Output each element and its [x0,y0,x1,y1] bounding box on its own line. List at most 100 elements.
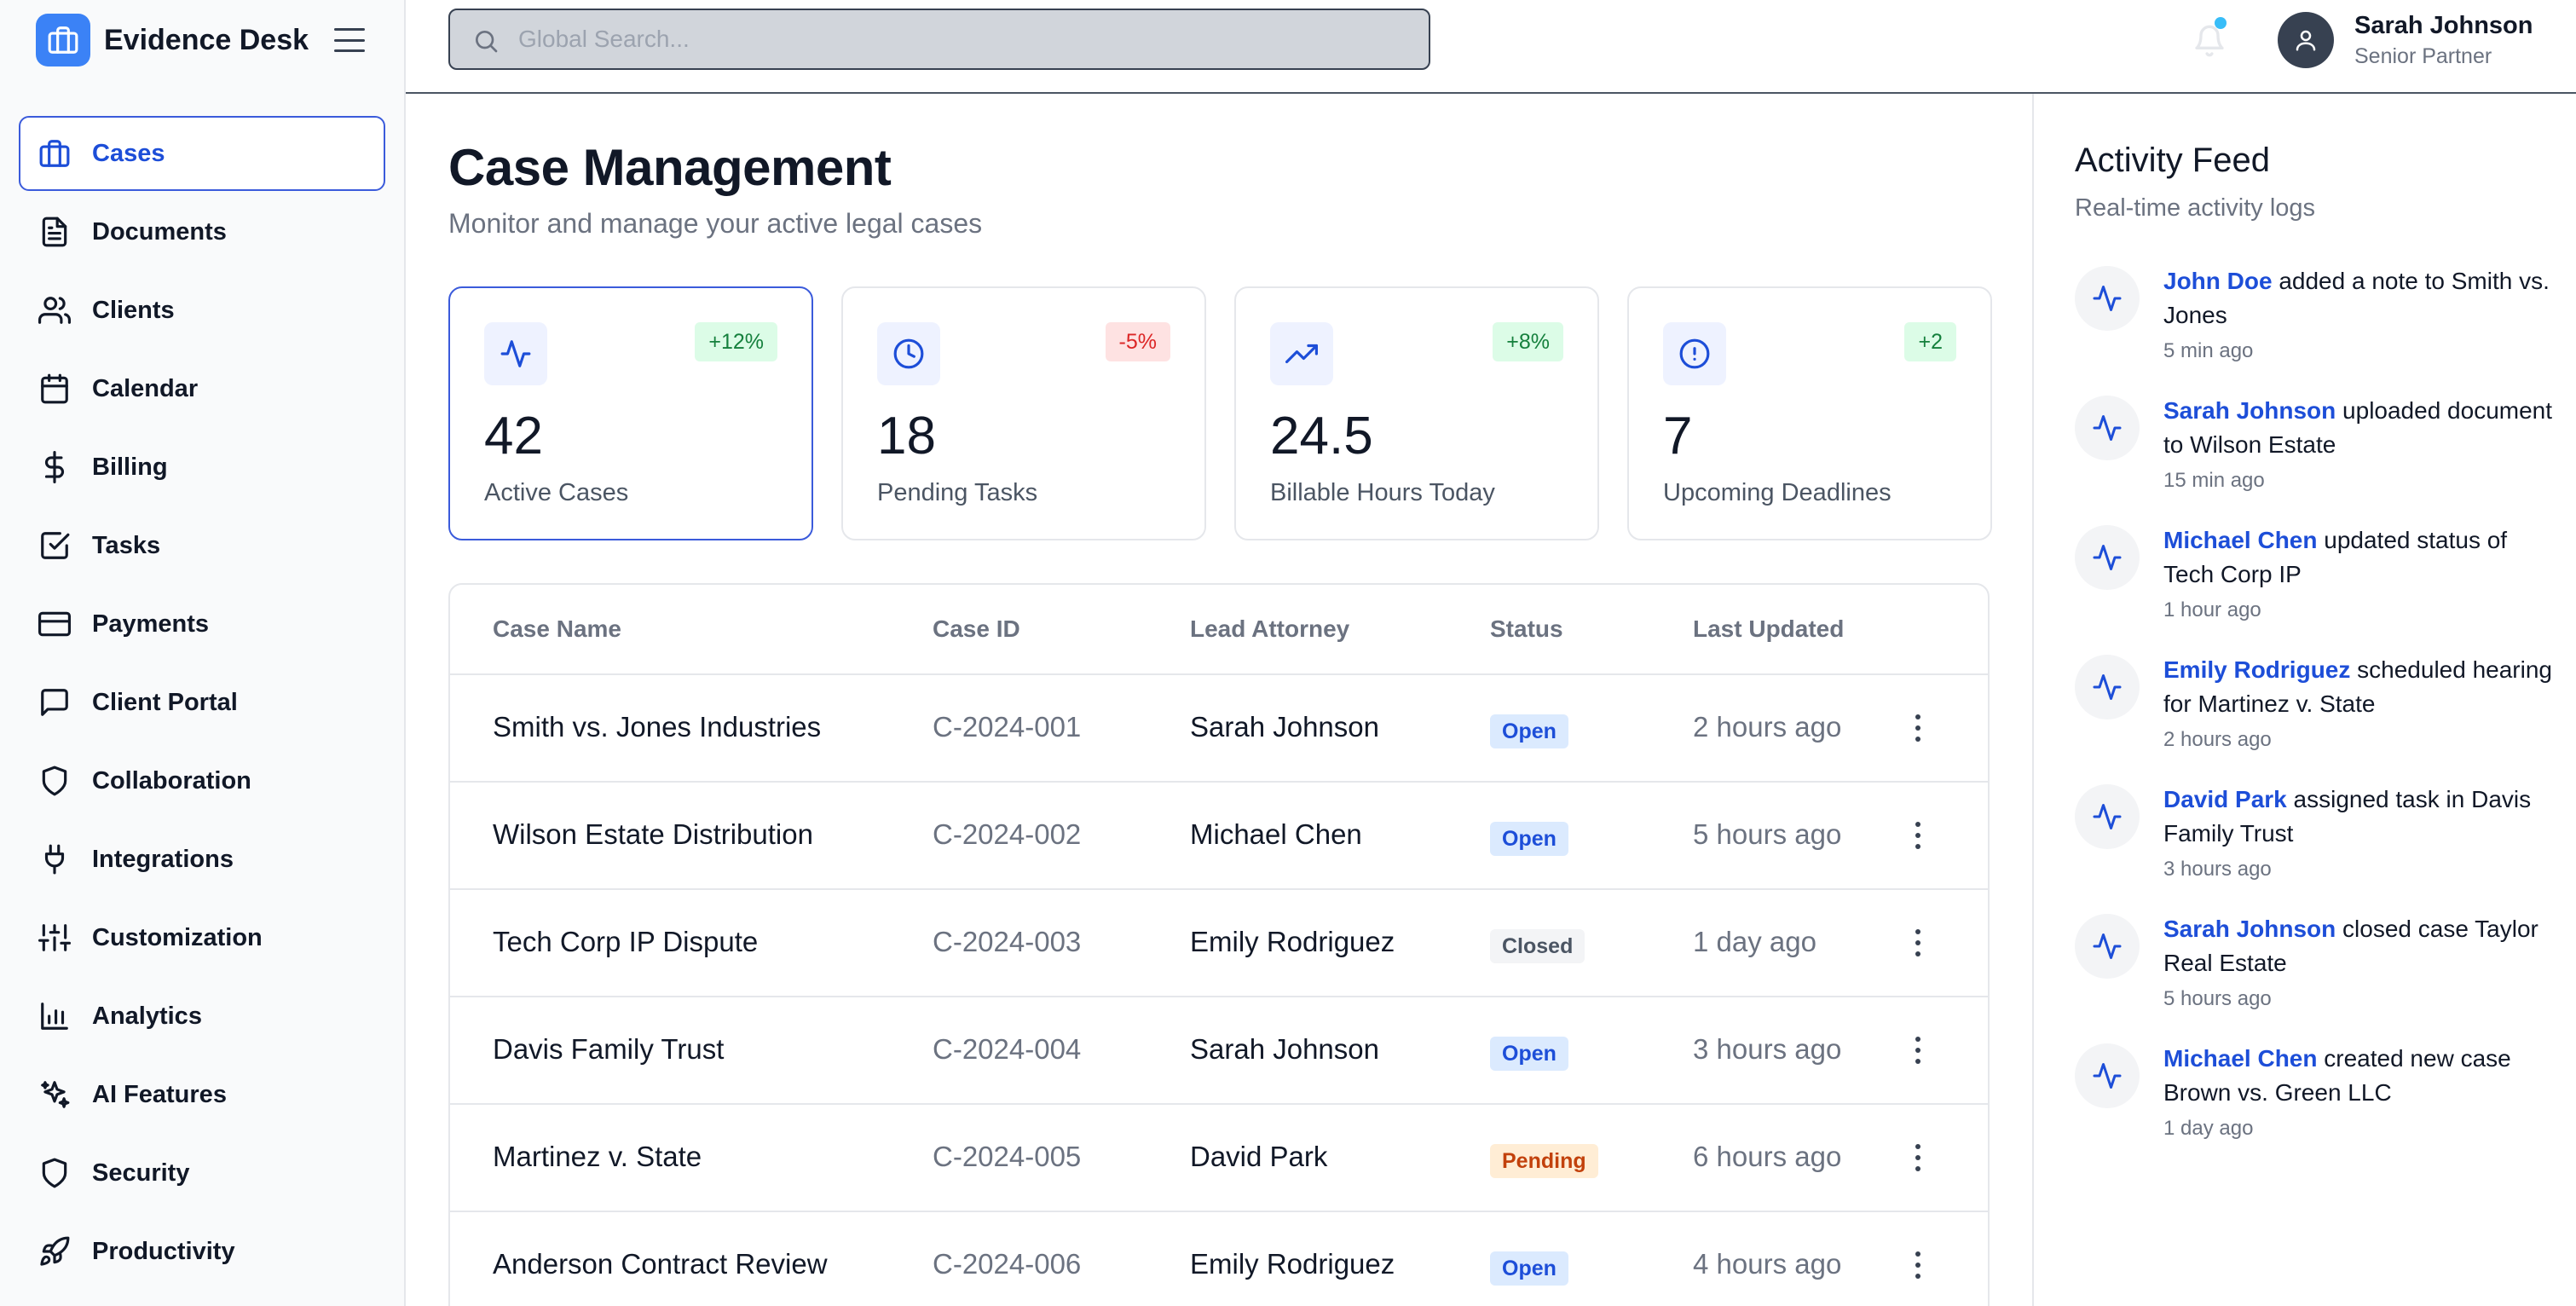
row-actions-more-icon[interactable] [1908,817,1928,854]
activity-actor-link[interactable]: Michael Chen [2163,527,2318,553]
activity-time: 5 min ago [2163,339,2254,362]
sidebar-item-payments[interactable]: Payments [19,587,385,662]
stat-value: 24.5 [1270,407,1373,465]
activity-icon [2075,525,2140,590]
menu-toggle-icon[interactable] [334,26,365,55]
bar-chart-icon [38,999,72,1033]
row-actions-more-icon[interactable] [1908,709,1928,747]
activity-actor-link[interactable]: Sarah Johnson [2163,397,2336,424]
row-actions-more-icon[interactable] [1908,1032,1928,1069]
case-name[interactable]: Davis Family Trust [493,1033,725,1065]
case-name[interactable]: Martinez v. State [493,1141,702,1172]
sidebar-item-client-portal[interactable]: Client Portal [19,665,385,740]
activity-actor-link[interactable]: Michael Chen [2163,1045,2318,1072]
column-header-lead-attorney[interactable]: Lead Attorney [1190,615,1350,642]
column-header-case-name[interactable]: Case Name [493,615,621,642]
column-header-case-id[interactable]: Case ID [933,615,1020,642]
activity-item: John Doe added a note to Smith vs. Jones… [2075,264,2552,384]
brand[interactable]: Evidence Desk [36,14,309,66]
stat-trend-badge: +2 [1904,322,1956,361]
column-header-last-updated[interactable]: Last Updated [1693,615,1845,642]
checkbox-icon [38,529,72,563]
activity-icon [2075,266,2140,331]
stat-card-upcoming-deadlines[interactable]: +2 7 Upcoming Deadlines [1627,286,1992,540]
sidebar-item-label: Payments [92,610,210,638]
sidebar-item-label: Cases [92,139,165,167]
activity-item: Michael Chen updated status of Tech Corp… [2075,523,2552,643]
notifications-bell-icon[interactable] [2192,17,2230,60]
sidebar-item-cases[interactable]: Cases [19,116,385,191]
stat-label: Billable Hours Today [1270,479,1495,506]
trending-up-icon [1270,322,1333,385]
activity-time: 5 hours ago [2163,987,2272,1010]
global-search [448,9,1430,70]
search-icon [472,27,500,59]
case-name[interactable]: Wilson Estate Distribution [493,818,813,850]
user-role: Senior Partner [2354,44,2492,68]
stat-trend-badge: -5% [1105,322,1170,361]
table-row[interactable]: Martinez v. State C-2024-005 David Park Pen… [450,1105,1988,1212]
activity-actor-link[interactable]: Sarah Johnson [2163,916,2336,942]
sidebar-item-clients[interactable]: Clients [19,273,385,348]
plug-icon [38,842,72,876]
search-input[interactable] [450,10,1429,68]
activity-description: updated status of Tech Corp IP [2163,527,2508,587]
stat-label: Active Cases [484,479,629,506]
sidebar-item-calendar[interactable]: Calendar [19,351,385,426]
activity-icon [2075,914,2140,979]
stat-card-billable-hours-today[interactable]: +8% 24.5 Billable Hours Today [1234,286,1599,540]
user-name[interactable]: Sarah Johnson [2354,12,2533,39]
activity-description: created new case Brown vs. Green LLC [2163,1045,2511,1106]
sidebar-item-label: Billing [92,453,168,481]
last-updated: 5 hours ago [1693,818,1842,850]
sidebar-item-analytics[interactable]: Analytics [19,979,385,1054]
case-id: C-2024-003 [933,926,1082,957]
briefcase-icon [38,136,72,170]
status-badge: Open [1490,1251,1568,1286]
notification-dot [2215,17,2227,29]
table-row[interactable]: Davis Family Trust C-2024-004 Sarah Johnso… [450,997,1988,1105]
sidebar-item-tasks[interactable]: Tasks [19,508,385,583]
activity-actor-link[interactable]: David Park [2163,786,2287,812]
sidebar-item-documents[interactable]: Documents [19,194,385,269]
sidebar-item-productivity[interactable]: Productivity [19,1214,385,1289]
row-actions-more-icon[interactable] [1908,1246,1928,1284]
alert-circle-icon [1663,322,1726,385]
row-actions-more-icon[interactable] [1908,924,1928,962]
case-id: C-2024-001 [933,711,1082,743]
sidebar-item-ai-features[interactable]: AI Features [19,1057,385,1132]
sidebar-item-label: Tasks [92,531,161,559]
case-id: C-2024-002 [933,818,1082,850]
activity-actor-link[interactable]: Emily Rodriguez [2163,656,2351,683]
lead-attorney: Emily Rodriguez [1190,926,1395,957]
table-row[interactable]: Smith vs. Jones Industries C-2024-001 Sara… [450,675,1988,783]
sidebar-item-collaboration[interactable]: Collaboration [19,743,385,818]
case-name[interactable]: Anderson Contract Review [493,1248,828,1280]
feed-title: Activity Feed [2075,142,2270,179]
table-row[interactable]: Wilson Estate Distribution C-2024-002 Mich… [450,783,1988,890]
column-header-status[interactable]: Status [1490,615,1563,642]
stat-label: Pending Tasks [877,479,1038,506]
case-name[interactable]: Smith vs. Jones Industries [493,711,822,743]
status-badge: Open [1490,822,1568,856]
last-updated: 6 hours ago [1693,1141,1842,1172]
lead-attorney: Sarah Johnson [1190,711,1379,743]
case-id: C-2024-005 [933,1141,1082,1172]
lead-attorney: Emily Rodriguez [1190,1248,1395,1280]
row-actions-more-icon[interactable] [1908,1139,1928,1176]
activity-description: added a note to Smith vs. Jones [2163,268,2550,328]
case-name[interactable]: Tech Corp IP Dispute [493,926,759,957]
activity-icon [2075,396,2140,460]
table-row[interactable]: Tech Corp IP Dispute C-2024-003 Emily Rodr… [450,890,1988,997]
sidebar-item-security[interactable]: Security [19,1136,385,1211]
sidebar-item-integrations[interactable]: Integrations [19,822,385,897]
avatar[interactable] [2278,12,2334,68]
sidebar-item-customization[interactable]: Customization [19,900,385,975]
table-row[interactable]: Anderson Contract Review C-2024-006 Emily … [450,1212,1988,1306]
stat-card-pending-tasks[interactable]: -5% 18 Pending Tasks [841,286,1206,540]
sidebar-item-label: Client Portal [92,688,238,716]
stat-card-active-cases[interactable]: +12% 42 Active Cases [448,286,813,540]
activity-item: Michael Chen created new case Brown vs. … [2075,1042,2552,1161]
activity-actor-link[interactable]: John Doe [2163,268,2273,294]
sidebar-item-billing[interactable]: Billing [19,430,385,505]
